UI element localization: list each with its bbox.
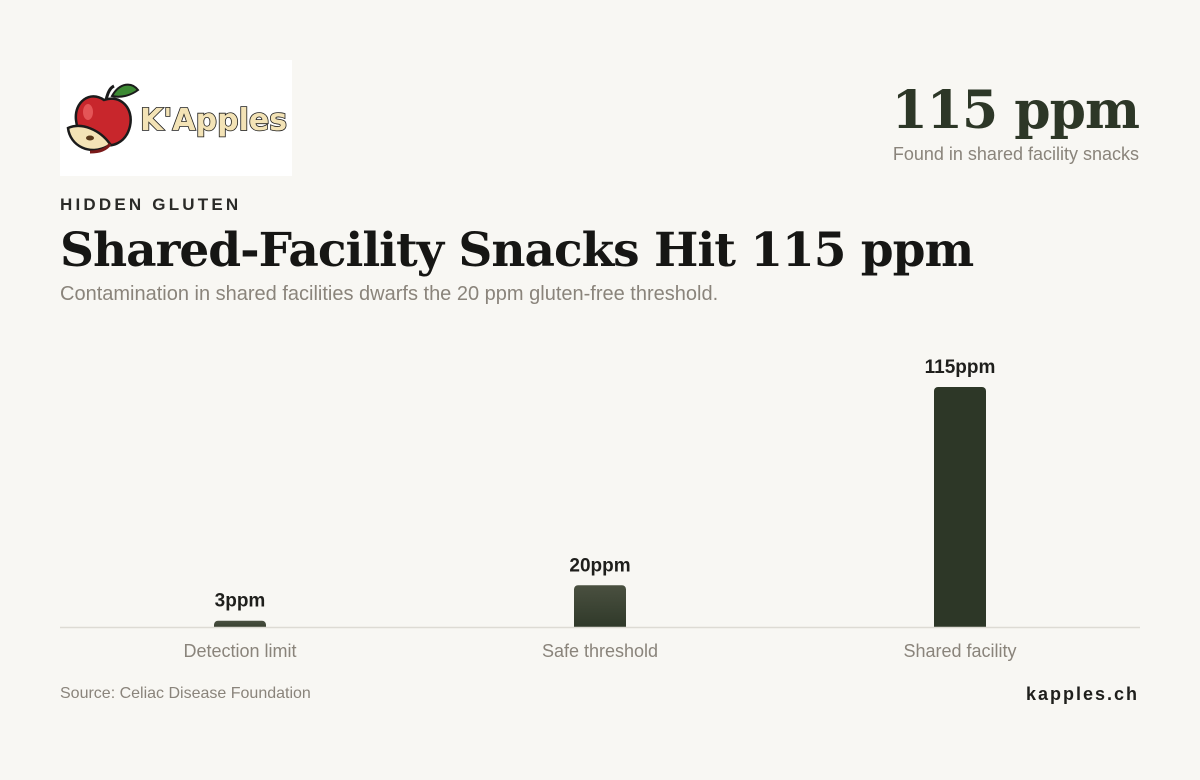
headline-stat: 115 ppm Found in shared facility snacks xyxy=(891,78,1140,165)
data-label: 20ppm xyxy=(569,555,630,576)
bar-shared-facility xyxy=(934,387,986,631)
stat-caption: Found in shared facility snacks xyxy=(892,144,1139,164)
stat-value: 115 ppm xyxy=(891,80,1140,141)
page-title: Shared-Facility Snacks Hit 115 ppm xyxy=(60,223,974,278)
page-subtitle: Contamination in shared facilities dwarf… xyxy=(60,283,719,305)
data-label: 115ppm xyxy=(925,357,996,378)
logo-wordmark: K'Apples xyxy=(140,103,287,138)
source-note: Source: Celiac Disease Foundation xyxy=(60,685,311,702)
data-label: 3ppm xyxy=(215,591,266,612)
category-label: Safe threshold xyxy=(542,641,658,661)
category-label: Detection limit xyxy=(183,641,296,661)
kicker-label: HIDDEN GLUTEN xyxy=(60,195,242,214)
apple-logo-icon: K'Apples xyxy=(66,83,288,154)
brand-logo: K'Apples xyxy=(60,60,292,176)
category-label: Shared facility xyxy=(903,641,1016,661)
site-link[interactable]: kapples.ch xyxy=(1025,684,1139,704)
baseline-mask xyxy=(60,628,1140,634)
bar-safe-threshold xyxy=(574,585,626,631)
